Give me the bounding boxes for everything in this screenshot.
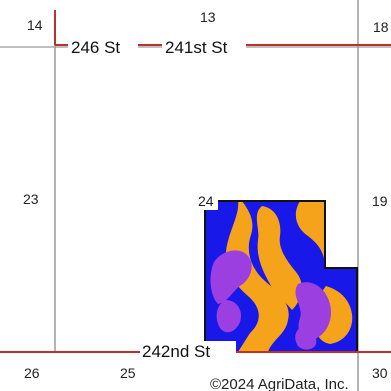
section-number-30: 30	[372, 365, 388, 381]
section-number-23: 23	[23, 191, 39, 207]
field-parcel[interactable]	[200, 195, 365, 360]
section-halo-24	[196, 193, 218, 210]
section-number-13: 13	[200, 9, 216, 25]
road-label-halo-242	[140, 341, 236, 363]
road-label-242nd-st: 242nd St	[142, 342, 210, 361]
section-number-18: 18	[373, 19, 389, 35]
soil-zone-purple-4[interactable]	[295, 327, 317, 350]
section-number-25: 25	[120, 365, 136, 381]
soil-zone-purple-1[interactable]	[210, 250, 252, 304]
soil-zone-orange-1[interactable]	[256, 206, 302, 310]
soil-zone-purple-3[interactable]	[295, 282, 332, 341]
road-label-halo-241	[162, 36, 246, 58]
road-label-241st-st: 241st St	[165, 38, 228, 57]
section-number-24: 24	[198, 193, 214, 209]
section-halo-30	[368, 364, 391, 382]
section-number-26: 26	[24, 365, 40, 381]
copyright-notice: ©2024 AgriData, Inc.	[210, 376, 349, 391]
road-label-246-st: 246 St	[71, 38, 120, 57]
section-number-19: 19	[372, 193, 388, 209]
road-label-halo-246	[68, 36, 138, 58]
soil-zone-orange-2[interactable]	[301, 206, 323, 242]
soil-zone-purple-2[interactable]	[216, 300, 242, 333]
section-number-14: 14	[27, 17, 43, 33]
